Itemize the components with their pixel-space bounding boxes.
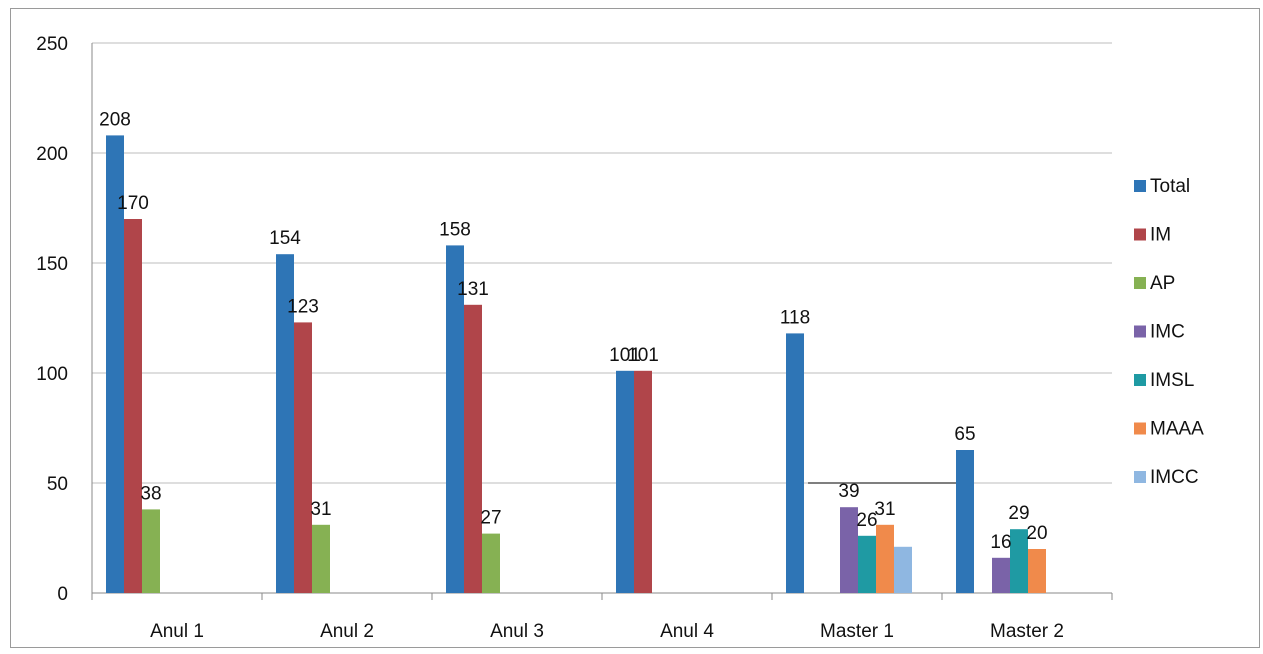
legend-label: MAAA bbox=[1150, 419, 1204, 440]
bar-im bbox=[124, 219, 142, 593]
data-label: 39 bbox=[838, 481, 859, 502]
bar-imsl bbox=[858, 535, 876, 593]
bar-total bbox=[616, 370, 634, 593]
data-label: 31 bbox=[310, 499, 331, 520]
y-tick-label: 100 bbox=[36, 364, 68, 385]
x-tick-label: Master 2 bbox=[990, 621, 1064, 642]
data-label: 170 bbox=[117, 193, 149, 214]
bar-maaa bbox=[876, 524, 894, 593]
legend-swatch-imsl bbox=[1134, 374, 1146, 386]
legend-swatch-imcc bbox=[1134, 471, 1146, 483]
legend-swatch-total bbox=[1134, 180, 1146, 192]
legend-label: AP bbox=[1150, 273, 1175, 294]
bar-ap bbox=[312, 524, 330, 593]
data-label: 118 bbox=[780, 307, 810, 328]
legend-swatch-imc bbox=[1134, 325, 1146, 338]
bar-total bbox=[446, 245, 464, 593]
bar-ap bbox=[142, 509, 160, 593]
data-label: 208 bbox=[99, 109, 131, 130]
data-label: 16 bbox=[990, 532, 1011, 553]
legend-swatch-ap bbox=[1134, 277, 1146, 289]
legend-label: IMCC bbox=[1150, 467, 1199, 488]
data-label: 131 bbox=[457, 279, 489, 300]
y-tick-label: 200 bbox=[36, 144, 68, 165]
bar-maaa bbox=[1028, 549, 1046, 593]
data-label: 27 bbox=[480, 508, 501, 529]
x-tick-label: Anul 2 bbox=[320, 621, 374, 642]
legend-label: IM bbox=[1150, 225, 1171, 246]
data-label: 158 bbox=[439, 219, 471, 240]
bar-total bbox=[786, 333, 804, 593]
data-label: 31 bbox=[874, 499, 895, 520]
bar-im bbox=[294, 322, 312, 593]
bars bbox=[106, 135, 1046, 593]
bar-imsl bbox=[1010, 529, 1028, 593]
legend-label: IMSL bbox=[1150, 370, 1194, 391]
bar-ap bbox=[482, 533, 500, 593]
bar-imc bbox=[840, 507, 858, 593]
y-tick-label: 250 bbox=[36, 34, 68, 55]
chart-frame bbox=[10, 8, 1260, 648]
bar-im bbox=[634, 370, 652, 593]
x-tick-label: Anul 4 bbox=[660, 621, 714, 642]
legend-swatch-maaa bbox=[1134, 422, 1146, 435]
legend-swatch-im bbox=[1134, 228, 1146, 241]
data-label: 101 bbox=[627, 345, 659, 366]
data-label: 38 bbox=[140, 483, 161, 504]
data-label: 29 bbox=[1008, 503, 1029, 524]
y-tick-label: 150 bbox=[36, 254, 68, 275]
y-tick-label: 50 bbox=[47, 474, 68, 495]
bar-total bbox=[276, 254, 294, 593]
legend: Total IM AP IMC IMSL MAAA IMCC bbox=[1134, 176, 1204, 488]
bar-imcc bbox=[894, 546, 912, 593]
bar-imc bbox=[992, 557, 1010, 593]
x-tick-label: Anul 3 bbox=[490, 621, 544, 642]
x-tick-label: Master 1 bbox=[820, 621, 894, 642]
x-axis: Anul 1 Anul 2 Anul 3 Anul 4 Master 1 Master 2 bbox=[91, 592, 1113, 642]
data-label: 123 bbox=[287, 296, 319, 317]
bar-im bbox=[464, 304, 482, 593]
bar-total bbox=[106, 135, 124, 593]
data-label: 65 bbox=[954, 424, 975, 445]
x-tick-label: Anul 1 bbox=[150, 621, 204, 642]
y-axis: 0 50 100 150 200 250 bbox=[36, 34, 93, 605]
y-tick-label: 0 bbox=[57, 584, 68, 605]
data-label: 20 bbox=[1026, 523, 1047, 544]
data-label: 101 bbox=[609, 345, 641, 366]
bar-total bbox=[956, 450, 974, 593]
data-label: 26 bbox=[856, 510, 877, 531]
data-labels: 2081703815412331158131271011011183926316… bbox=[99, 109, 1047, 552]
legend-label: IMC bbox=[1150, 322, 1185, 343]
legend-label: Total bbox=[1150, 176, 1190, 197]
data-label: 154 bbox=[269, 228, 301, 249]
